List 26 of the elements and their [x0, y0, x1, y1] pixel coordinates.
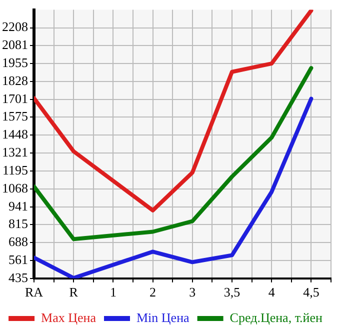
x-tick-label: 4,5	[303, 284, 320, 300]
y-tick-label: 2208	[2, 19, 28, 34]
y-tick-label: 1701	[2, 90, 28, 106]
legend-label: Сред.Цена, т.йен	[230, 310, 323, 325]
x-tick-label: 3	[189, 284, 196, 300]
x-tick-label: R	[69, 284, 78, 300]
y-tick-label: 941	[8, 198, 28, 214]
y-tick-label: 1828	[2, 72, 28, 88]
y-tick-label: 815	[8, 216, 28, 232]
x-tick-label: RA	[24, 284, 44, 300]
y-tick-label: 2081	[2, 37, 28, 52]
y-tick-label: 1955	[2, 54, 28, 70]
y-tick-label: 688	[8, 234, 28, 250]
legend-label: Max Цена	[41, 310, 96, 325]
y-tick-label: 1195	[2, 162, 28, 178]
y-tick-label: 435	[8, 270, 28, 285]
legend-label: Min Цена	[136, 310, 190, 325]
y-tick-label: 561	[8, 252, 28, 268]
x-tick-label: 2	[150, 284, 156, 300]
y-tick-label: 1068	[2, 180, 28, 196]
y-tick-label: 1321	[2, 144, 28, 160]
y-tick-label: 1575	[2, 108, 28, 124]
x-tick-label: 4	[268, 284, 276, 300]
y-tick-label: 1448	[2, 126, 28, 142]
x-tick-label: 3,5	[224, 284, 240, 300]
x-tick-label: 1	[110, 284, 116, 300]
